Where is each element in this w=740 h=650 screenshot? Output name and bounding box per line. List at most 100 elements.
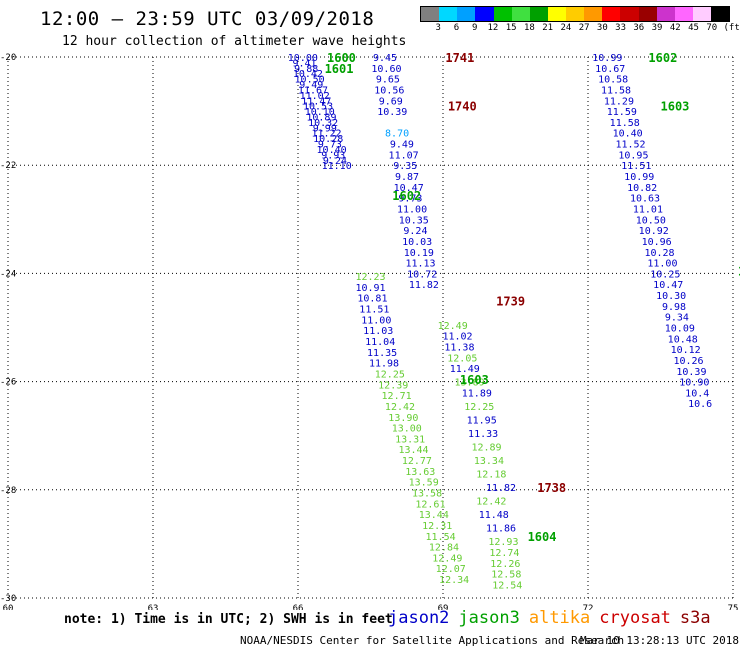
scale-tick-label: 6: [453, 23, 460, 33]
swh-value-label: 11.59: [607, 107, 637, 118]
scale-tick-label: 27: [578, 23, 590, 33]
credit-text: NOAA/NESDIS Center for Satellite Applica…: [240, 634, 625, 647]
swh-value-label: 10.90: [679, 378, 709, 389]
scale-swatch: [674, 7, 693, 21]
swh-value-label: 12.58: [491, 570, 521, 581]
swh-value-label: 10.39: [676, 367, 706, 378]
swh-value-label: 12.31: [422, 521, 452, 532]
pass-number-label: 1603: [661, 100, 690, 114]
swh-value-label: 12.84: [429, 543, 459, 554]
swh-value-label: 10.50: [636, 215, 666, 226]
map-subtitle: 12 hour collection of altimeter wave hei…: [62, 34, 407, 49]
swh-value-label: 11.67: [298, 85, 328, 96]
generation-timestamp: Mar 10 13:28:13 UTC 2018: [580, 634, 739, 647]
swh-value-label: 11.47: [301, 96, 331, 107]
swh-value-label: 11.33: [468, 429, 498, 440]
swh-value-label: 10.40: [317, 145, 347, 156]
lon-tick-label: 72: [583, 604, 594, 610]
satellite-legend: jason2 jason3 altika cryosat s3a: [388, 608, 720, 628]
swh-value-label: 9.69: [379, 96, 403, 107]
swh-value-label: 10.67: [595, 64, 625, 75]
scale-swatch: [584, 7, 603, 21]
legend-cryosat: cryosat: [599, 608, 671, 628]
swh-value-label: 10.47: [653, 280, 683, 291]
color-scale-swatches: [420, 6, 730, 22]
lon-tick-label: 60: [3, 604, 14, 610]
swh-value-label: 9.35: [393, 161, 417, 172]
swh-value-label: 11.07: [389, 150, 419, 161]
scale-tick-label: 70: [706, 23, 718, 33]
swh-value-label: 9.34: [665, 313, 689, 324]
swh-value-label: 11.00: [397, 204, 427, 215]
swh-value-label: 13.00: [392, 424, 422, 435]
swh-value-label: 11.52: [615, 140, 645, 151]
swh-value-label: 10.99: [624, 172, 654, 183]
swh-value-label: 10.53: [303, 102, 333, 113]
swh-value-label: 13.63: [405, 467, 435, 478]
scale-unit-label: (ft): [723, 23, 740, 33]
note-text: note: 1) Time is in UTC; 2) SWH is in fe…: [64, 612, 393, 627]
swh-value-label: 10.09: [665, 324, 695, 335]
lat-tick-label: -26: [0, 378, 16, 388]
legend-jason3: jason3: [458, 608, 520, 628]
swh-value-label: 9.98: [662, 302, 686, 313]
swh-value-label: 10.28: [644, 248, 674, 259]
swh-value-label: 10.32: [308, 118, 338, 129]
swh-value-label: 8.70: [385, 129, 409, 140]
lat-tick-label: -24: [0, 269, 16, 279]
lon-tick-label: 75: [728, 604, 739, 610]
swh-value-label: 9.49: [390, 140, 414, 151]
swh-value-label: 9.87: [395, 172, 419, 183]
lat-tick-label: -28: [0, 486, 16, 496]
scale-tick-label: 21: [542, 23, 554, 33]
swh-value-label: 13.90: [388, 413, 418, 424]
swh-value-label: 12.05: [447, 353, 477, 364]
swh-value-label: 12.49: [438, 321, 468, 332]
swh-value-label: 12.74: [489, 548, 519, 559]
swh-value-label: 10.10: [305, 107, 335, 118]
swh-value-label: 13.89: [455, 378, 485, 389]
scale-swatch: [638, 7, 657, 21]
scale-tick-label: 39: [651, 23, 663, 33]
swh-value-label: 11.82: [486, 483, 516, 494]
swh-value-label: 12.34: [439, 575, 469, 586]
swh-value-label: 12.42: [385, 402, 415, 413]
scale-tick-label: 15: [505, 23, 517, 33]
swh-value-label: 11.58: [601, 85, 631, 96]
scale-tick-label: 3: [435, 23, 441, 33]
swh-value-label: 13.31: [395, 434, 425, 445]
swh-value-label: 12.07: [436, 564, 466, 575]
swh-value-label: 11.10: [322, 161, 352, 172]
swh-value-label: 12.23: [355, 272, 385, 283]
swh-value-label: 10.00: [288, 53, 318, 64]
swh-value-label: 10.4: [685, 388, 709, 399]
swh-value-label: 9.24: [403, 226, 427, 237]
swh-value-label: 9.88: [294, 64, 318, 75]
map-title: 12:00 – 23:59 UTC 03/09/2018: [40, 8, 375, 30]
swh-value-label: 12.39: [378, 380, 408, 391]
swh-value-label: 12.71: [382, 391, 412, 402]
swh-value-label: 12.54: [492, 580, 522, 591]
swh-value-label: 10.03: [402, 237, 432, 248]
swh-value-label: 9.93: [321, 150, 345, 161]
scale-tick-label: 24: [560, 23, 572, 33]
swh-value-label: 10.42: [293, 69, 323, 80]
scale-swatch: [475, 7, 494, 21]
swh-value-label: 12.77: [402, 456, 432, 467]
pass-number-label: 1738: [537, 481, 566, 495]
scale-swatch: [692, 7, 711, 21]
pass-number-label: 1601: [325, 62, 354, 76]
swh-value-label: 9.41: [292, 58, 316, 69]
swh-value-label: 10.6: [688, 399, 712, 410]
swh-value-label: 10.35: [399, 215, 429, 226]
swh-value-label: 11.22: [311, 129, 341, 140]
pass-number-label: 1603: [460, 373, 489, 387]
swh-value-label: 12.25: [464, 402, 494, 413]
swh-value-label: 10.72: [407, 269, 437, 280]
swh-value-label: 11.49: [450, 364, 480, 375]
swh-value-label: 12.26: [490, 559, 520, 570]
scale-swatch: [439, 7, 458, 21]
pass-number-label: 1602: [648, 51, 677, 65]
swh-value-label: 10.40: [613, 129, 643, 140]
